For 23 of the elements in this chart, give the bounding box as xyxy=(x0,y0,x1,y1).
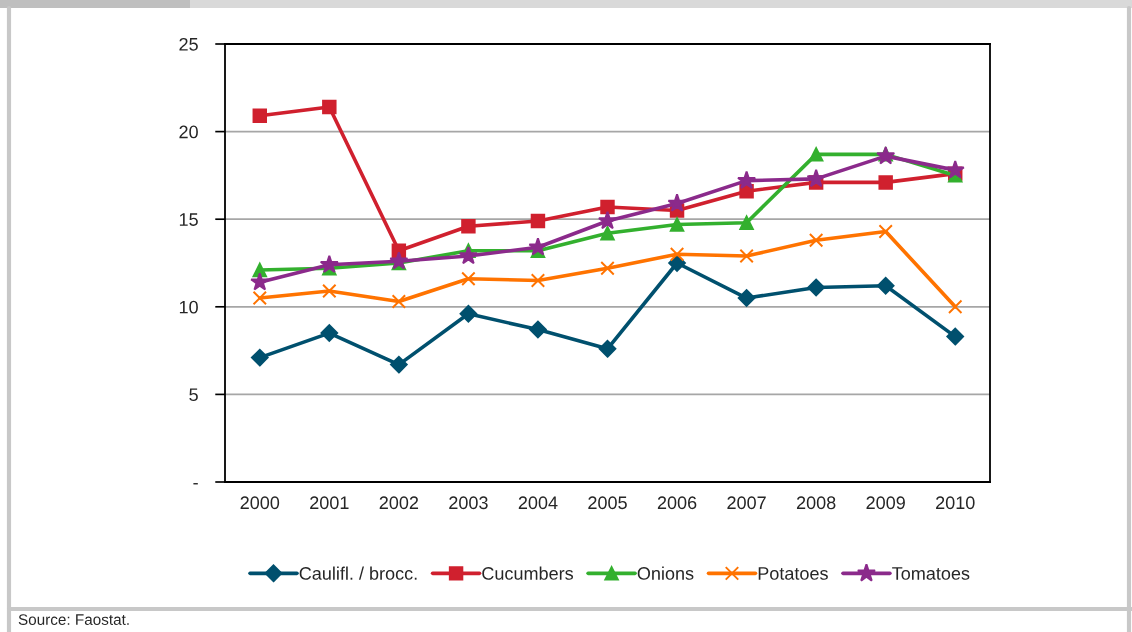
y-tick-label: - xyxy=(193,483,198,485)
legend-label: Caulifl. / brocc. xyxy=(299,566,417,580)
y-tick-label: 10 xyxy=(179,300,198,314)
x-tick-label: 2000 xyxy=(240,496,280,510)
legend-label: Potatoes xyxy=(758,567,828,580)
x-tick-label: 2007 xyxy=(727,496,766,510)
x-tick-label: 2010 xyxy=(936,496,975,510)
legend-label: Onions xyxy=(637,566,694,580)
y-tick-label: 20 xyxy=(179,125,198,139)
x-tick-label: 2005 xyxy=(588,496,627,510)
legend-label: Cucumbers xyxy=(482,566,574,580)
x-tick-label: 2003 xyxy=(449,496,488,510)
source-note: Source: Faostat. xyxy=(18,614,129,625)
x-tick-label: 2009 xyxy=(866,496,905,510)
x-tick-label: 2008 xyxy=(796,496,836,510)
x-tick-label: 2001 xyxy=(310,496,349,510)
legend-label: Tomatoes xyxy=(892,567,970,580)
x-tick-label: 2004 xyxy=(518,496,558,510)
x-tick-label: 2006 xyxy=(657,496,697,510)
y-tick-label: 5 xyxy=(189,388,198,402)
x-tick-label: 2002 xyxy=(379,496,419,510)
y-tick-label: 25 xyxy=(179,37,198,51)
y-tick-label: 15 xyxy=(179,213,198,226)
